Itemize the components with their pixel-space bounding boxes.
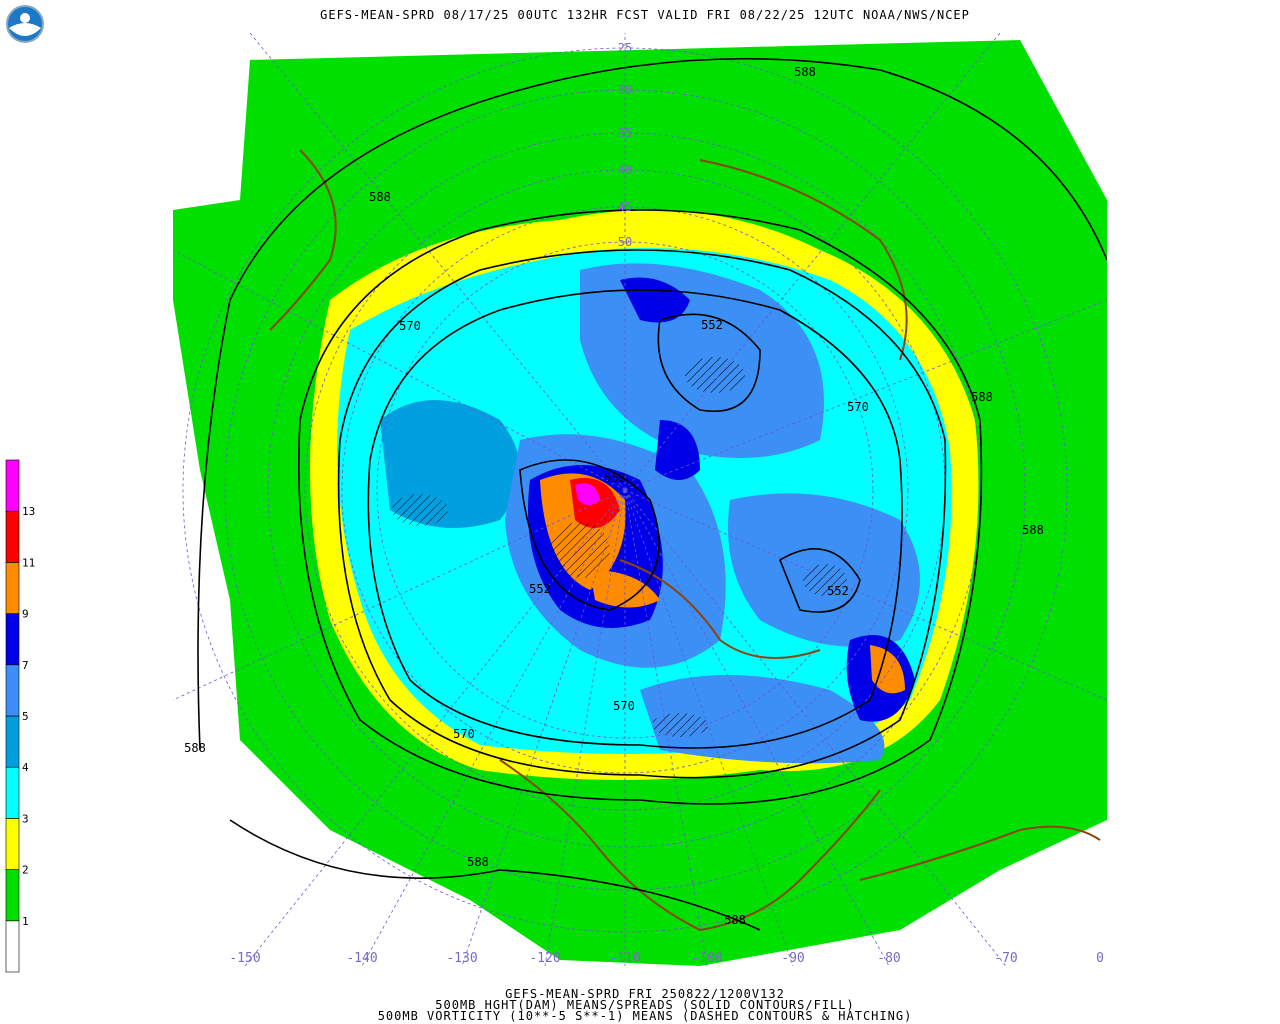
longitude-label: -110	[609, 951, 640, 966]
contour-label: 588	[467, 855, 489, 869]
colorbar-band	[5, 664, 20, 717]
contour-label: 570	[453, 727, 475, 741]
longitude-label: -80	[877, 951, 900, 966]
contour-label: 588	[184, 741, 206, 755]
contour-label: 552	[604, 471, 626, 485]
colorbar-band	[5, 459, 20, 512]
colorbar-label: 13	[22, 505, 35, 518]
colorbar-label: 1	[22, 915, 29, 928]
colorbar-band	[5, 869, 20, 922]
contour-label: 588	[369, 190, 391, 204]
longitude-label: -90	[781, 951, 804, 966]
latitude-label: 25	[618, 41, 632, 55]
longitude-label: -120	[529, 951, 560, 966]
colorbar-label: 7	[22, 659, 29, 672]
map	[173, 33, 1107, 966]
contour-label: 588	[971, 390, 993, 404]
contour-label: 570	[399, 319, 421, 333]
longitude-label: -100	[691, 951, 722, 966]
colorbar-label: 9	[22, 608, 29, 621]
longitude-label: -130	[446, 951, 477, 966]
contour-label: 570	[847, 400, 869, 414]
contour-label: 588	[724, 913, 746, 927]
longitude-label: -70	[994, 951, 1017, 966]
footer-line: 500MB HGHT(DAM) MEANS/SPREADS (SOLID CON…	[435, 998, 854, 1012]
latitude-label: 40	[618, 163, 632, 177]
longitude-label: 0	[1096, 951, 1104, 966]
contour-label: 552	[701, 318, 723, 332]
footer-line: 500MB VORTICITY (10**-5 S**-1) MEANS (DA…	[378, 1009, 913, 1023]
footer-line: GEFS-MEAN-SPRD FRI 250822/1200V132	[505, 987, 785, 1001]
contour-label: 588	[1022, 523, 1044, 537]
contour-label: 552	[529, 582, 551, 596]
longitude-label: -140	[346, 951, 377, 966]
noaa-logo	[6, 5, 44, 43]
latitude-label: 45	[618, 200, 632, 214]
latitude-label: 50	[618, 235, 632, 249]
contour-label: 588	[794, 65, 816, 79]
title: GEFS-MEAN-SPRD 08/17/25 00UTC 132HR FCST…	[320, 8, 970, 22]
latitude-label: 35	[618, 126, 632, 140]
colorbar-band	[5, 766, 20, 819]
contour-label: 552	[827, 584, 849, 598]
longitude-label: -150	[229, 951, 260, 966]
colorbar-band	[5, 613, 20, 666]
colorbar-label: 5	[22, 710, 29, 723]
colorbar-label: 2	[22, 864, 29, 877]
colorbar-band	[5, 920, 20, 973]
colorbar-band	[5, 510, 20, 563]
contour-label: 570	[613, 699, 635, 713]
colorbar-label: 11	[22, 556, 35, 569]
latitude-label: 30	[618, 83, 632, 97]
colorbar-band	[5, 562, 20, 614]
colorbar-band	[5, 715, 20, 768]
colorbar-label: 4	[22, 761, 29, 774]
colorbar-label: 3	[22, 812, 29, 825]
colorbar-band	[5, 818, 20, 870]
